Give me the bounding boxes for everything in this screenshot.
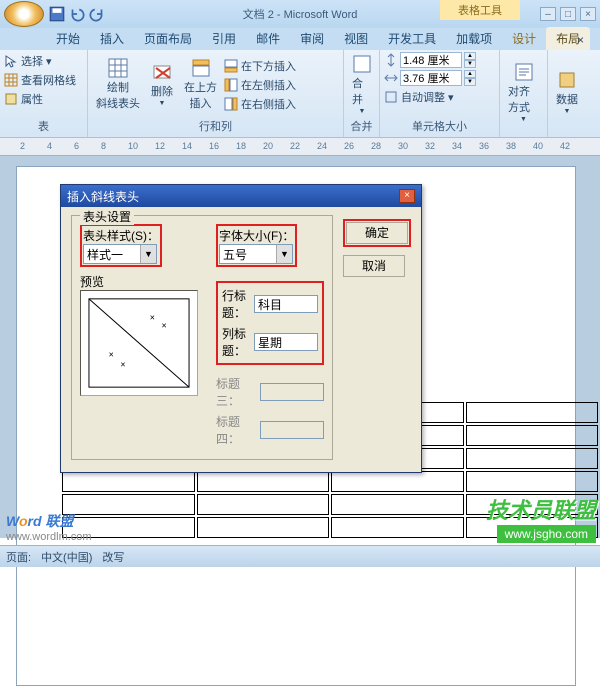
group-rowscols-label: 行和列	[92, 117, 339, 135]
insert-below-button[interactable]: 在下方插入	[224, 57, 296, 75]
tab-home[interactable]: 开始	[46, 27, 90, 50]
fieldset-label: 表头设置	[80, 208, 134, 225]
row-title-input[interactable]	[254, 295, 318, 313]
status-bar: 页面: 中文(中国) 改写	[0, 545, 600, 567]
width-icon	[384, 71, 398, 85]
style-input[interactable]	[84, 245, 140, 263]
style-combo[interactable]: ▼	[83, 244, 157, 264]
group-table-label: 表	[4, 117, 83, 135]
tab-design[interactable]: 设计	[502, 27, 546, 50]
title3-input	[260, 383, 324, 401]
fontsize-input[interactable]	[220, 245, 276, 263]
status-lang[interactable]: 中文(中国)	[41, 549, 92, 565]
row-height-field[interactable]: ▲▼	[384, 52, 476, 68]
height-up-icon[interactable]: ▲	[464, 52, 476, 60]
dropdown-icon[interactable]: ▼	[140, 245, 156, 263]
table-grid-icon	[108, 58, 128, 78]
height-down-icon[interactable]: ▼	[464, 60, 476, 68]
preview-box: × × × ×	[80, 290, 198, 396]
ok-button[interactable]: 确定	[346, 222, 408, 244]
dropdown-icon[interactable]: ▼	[276, 245, 292, 263]
tab-references[interactable]: 引用	[202, 27, 246, 50]
autofit-button[interactable]: 自动调整 ▾	[384, 88, 454, 106]
undo-icon[interactable]	[68, 5, 86, 23]
doc-close-icon[interactable]: ×	[567, 30, 594, 50]
tab-view[interactable]: 视图	[334, 27, 378, 50]
width-down-icon[interactable]: ▼	[464, 78, 476, 86]
col-width-input[interactable]	[400, 70, 462, 86]
office-button[interactable]	[4, 1, 44, 27]
width-up-icon[interactable]: ▲	[464, 70, 476, 78]
horizontal-ruler: 24681012141618202224262830323436384042	[0, 138, 600, 156]
row-title-label: 行标题：	[222, 287, 250, 321]
delete-icon	[152, 62, 172, 82]
tab-developer[interactable]: 开发工具	[378, 27, 446, 50]
tab-insert[interactable]: 插入	[90, 27, 134, 50]
align-button[interactable]: 对齐方式▼	[504, 60, 543, 125]
view-gridlines-button[interactable]: 查看网格线	[4, 71, 76, 89]
insert-diagonal-header-dialog: 插入斜线表头 × 表头设置 表头样式(S)： ▼ 预览	[60, 184, 422, 473]
ribbon: 选择 ▾ 查看网格线 属性 表 绘制 斜线表头 删除▼ 在上方 插入 在下方插入…	[0, 50, 600, 138]
title4-input	[260, 421, 324, 439]
svg-text:×: ×	[120, 360, 125, 370]
title3-label: 标题三：	[216, 375, 256, 409]
tab-review[interactable]: 审阅	[290, 27, 334, 50]
dialog-close-icon[interactable]: ×	[399, 189, 415, 203]
insert-above-button[interactable]: 在上方 插入	[180, 56, 221, 113]
col-width-field[interactable]: ▲▼	[384, 70, 476, 86]
insert-right-button[interactable]: 在右侧插入	[224, 95, 296, 113]
merge-icon	[352, 54, 372, 74]
fontsize-label: 字体大小(F)：	[219, 227, 294, 244]
row-height-input[interactable]	[400, 52, 462, 68]
merge-button[interactable]: 合并▼	[348, 52, 376, 117]
quick-access-toolbar	[48, 5, 106, 23]
maximize-button[interactable]: □	[560, 7, 576, 21]
dialog-title: 插入斜线表头	[67, 188, 139, 205]
group-cellsize-label: 单元格大小	[384, 117, 495, 135]
cancel-button[interactable]: 取消	[343, 255, 405, 277]
svg-text:×: ×	[162, 320, 167, 330]
col-title-label: 列标题：	[222, 325, 250, 359]
properties-button[interactable]: 属性	[4, 90, 43, 108]
tab-pagelayout[interactable]: 页面布局	[134, 27, 202, 50]
fontsize-combo[interactable]: ▼	[219, 244, 293, 264]
watermark-wordlm: Word 联盟 www.wordlm.com	[6, 511, 92, 543]
data-button[interactable]: 数据▼	[552, 68, 582, 117]
dialog-titlebar[interactable]: 插入斜线表头 ×	[61, 185, 421, 207]
watermark-jsgho: 技术员联盟 www.jsgho.com	[486, 493, 596, 543]
title-bar: 文档 2 - Microsoft Word 表格工具 – □ ×	[0, 0, 600, 28]
ribbon-tabs: 开始 插入 页面布局 引用 邮件 审阅 视图 开发工具 加载项 设计 布局 ×	[0, 28, 600, 50]
svg-text:×: ×	[109, 350, 114, 360]
select-button[interactable]: 选择 ▾	[4, 52, 52, 70]
draw-diagonal-button[interactable]: 绘制 斜线表头	[92, 56, 144, 113]
style-label: 表头样式(S)：	[83, 227, 159, 244]
tab-mailings[interactable]: 邮件	[246, 27, 290, 50]
tab-addins[interactable]: 加载项	[446, 27, 502, 50]
align-icon	[514, 62, 534, 82]
svg-text:×: ×	[150, 312, 155, 322]
insert-above-icon	[191, 58, 211, 78]
col-title-input[interactable]	[254, 333, 318, 351]
delete-button[interactable]: 删除▼	[147, 60, 177, 109]
status-mode[interactable]: 改写	[102, 549, 124, 565]
minimize-button[interactable]: –	[540, 7, 556, 21]
window-title: 文档 2 - Microsoft Word	[243, 6, 358, 22]
data-icon	[557, 70, 577, 90]
preview-label: 预览	[80, 273, 198, 290]
insert-left-button[interactable]: 在左侧插入	[224, 76, 296, 94]
window-controls: – □ ×	[540, 7, 596, 21]
title4-label: 标题四：	[216, 413, 256, 447]
context-tab-label: 表格工具	[440, 0, 520, 20]
status-page: 页面:	[6, 549, 31, 565]
height-icon	[384, 53, 398, 67]
redo-icon[interactable]	[88, 5, 106, 23]
close-button[interactable]: ×	[580, 7, 596, 21]
save-icon[interactable]	[48, 5, 66, 23]
group-merge-label: 合并	[348, 117, 375, 135]
